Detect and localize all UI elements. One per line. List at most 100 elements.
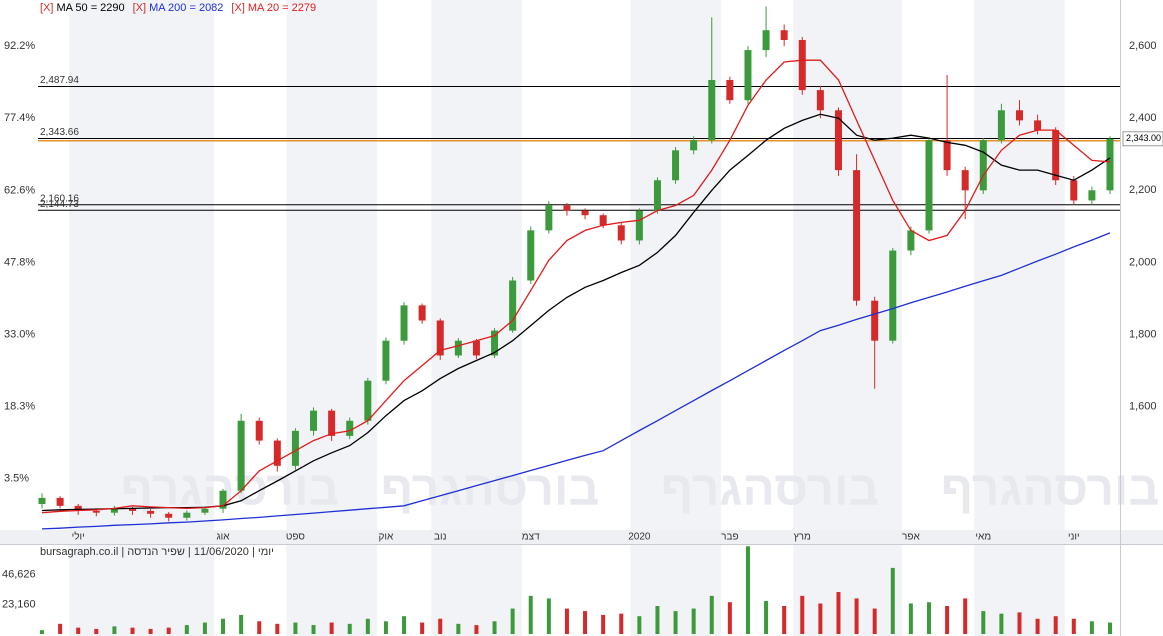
volume-bar — [963, 598, 968, 634]
candle-body — [1015, 110, 1023, 121]
candle-body — [617, 225, 625, 241]
candle-body — [889, 250, 897, 341]
volume-bar — [166, 627, 171, 634]
x-tick-label: יולי — [72, 531, 85, 543]
candle-body — [708, 80, 716, 141]
volume-bar — [148, 628, 153, 634]
level-label: 2,487.94 — [40, 75, 79, 86]
volume-bar — [76, 627, 81, 634]
candle-body — [382, 340, 390, 381]
ma-line — [41, 232, 1111, 530]
x-tick-label: יוני — [1068, 532, 1080, 543]
candle-body — [1052, 130, 1060, 181]
y2-tick-label: 3.5% — [4, 473, 29, 485]
volume-bar — [800, 595, 805, 634]
candle-body — [925, 140, 933, 231]
candle-body — [491, 330, 499, 356]
candle-body — [545, 205, 553, 231]
candle-body — [147, 510, 155, 514]
volume-bar — [1053, 616, 1058, 634]
candle-body — [690, 140, 698, 151]
candle-body — [509, 280, 517, 331]
candle-body — [291, 430, 299, 466]
volume-bar — [854, 598, 859, 634]
volume-bar — [583, 611, 588, 634]
x-tick-label: ספט — [286, 532, 306, 543]
candle-body — [454, 340, 462, 356]
candle-body — [110, 508, 118, 513]
candle-body — [997, 110, 1005, 141]
candle-body — [472, 340, 480, 356]
candle-body — [744, 50, 752, 101]
level-label: 2,144.73 — [40, 199, 79, 210]
candle-body — [871, 300, 879, 341]
last-price-box — [1122, 131, 1163, 147]
candle-body — [273, 440, 281, 466]
candle-body — [961, 170, 969, 191]
candle-body — [92, 510, 100, 513]
volume-bar — [908, 603, 913, 634]
volume-bar — [818, 603, 823, 634]
candle-body — [979, 140, 987, 191]
legend-toggle[interactable]: [X] — [133, 2, 146, 14]
y2-tick-label: 18.3% — [4, 400, 35, 412]
volume-bar — [275, 623, 280, 634]
candle-body — [780, 30, 788, 40]
candle-body — [599, 215, 607, 226]
legend: [X] MA 50 = 2290 [X] MA 200 = 2082 [X] MA 20 … — [40, 2, 316, 14]
watermark: בורסהגרף — [661, 463, 880, 516]
volume-bar — [1071, 618, 1076, 634]
volume-bar — [764, 600, 769, 634]
volume-bar — [40, 630, 44, 634]
candle-body — [798, 39, 806, 91]
y-tick-label: 2,200 — [1129, 184, 1157, 196]
volume-bar — [420, 622, 425, 634]
volume-bar — [1035, 618, 1040, 634]
x-tick-label: מרץ — [794, 532, 811, 543]
candle-body — [834, 110, 842, 171]
volume-bar — [926, 602, 931, 634]
y-tick-label: 2,600 — [1129, 40, 1157, 52]
volume-bar — [184, 625, 189, 634]
legend-toggle[interactable]: [X] — [231, 2, 244, 14]
y-tick-label: 1,600 — [1129, 401, 1157, 413]
candle-body — [219, 490, 227, 509]
candle-body — [237, 420, 245, 491]
x-tick-label: אוק — [379, 532, 394, 543]
candle-body — [1070, 180, 1078, 201]
candle-body — [853, 170, 861, 301]
volume-bar — [619, 613, 624, 634]
candle-body — [816, 90, 824, 111]
candle-body — [726, 80, 734, 101]
candle-body — [201, 508, 209, 513]
x-tick-label: מאי — [975, 532, 991, 543]
volume-bar — [673, 611, 678, 634]
candle-body — [762, 30, 770, 51]
volume-bar — [546, 598, 551, 634]
y2-tick-label: 92.2% — [4, 40, 35, 52]
x-tick-label: אוג — [216, 532, 230, 543]
volume-tick-label: 46,626 — [2, 569, 36, 581]
volume-bar — [347, 623, 352, 634]
y2-tick-label: 47.8% — [4, 257, 35, 269]
volume-bar — [94, 628, 99, 634]
y2-tick-label: 77.4% — [4, 112, 35, 124]
volume-bar — [311, 625, 316, 634]
legend-toggle[interactable]: [X] — [40, 2, 53, 14]
candle-body — [907, 230, 915, 251]
y-tick-label: 2,400 — [1129, 112, 1157, 124]
volume-bar — [130, 627, 135, 634]
x-tick-label: נוב — [434, 532, 447, 543]
volume-bar — [981, 611, 986, 634]
candle-body — [400, 305, 408, 341]
volume-tick-label: 23,160 — [2, 598, 36, 610]
volume-bar — [510, 608, 515, 634]
legend-entry: MA 200 = 2082 — [149, 2, 223, 14]
legend-entry: MA 50 = 2290 — [56, 2, 124, 14]
candle-body — [418, 305, 426, 321]
level-label: 2,343.66 — [40, 127, 79, 138]
candle-body — [563, 205, 571, 211]
candle-body — [183, 512, 191, 518]
ma-line — [41, 59, 1111, 514]
